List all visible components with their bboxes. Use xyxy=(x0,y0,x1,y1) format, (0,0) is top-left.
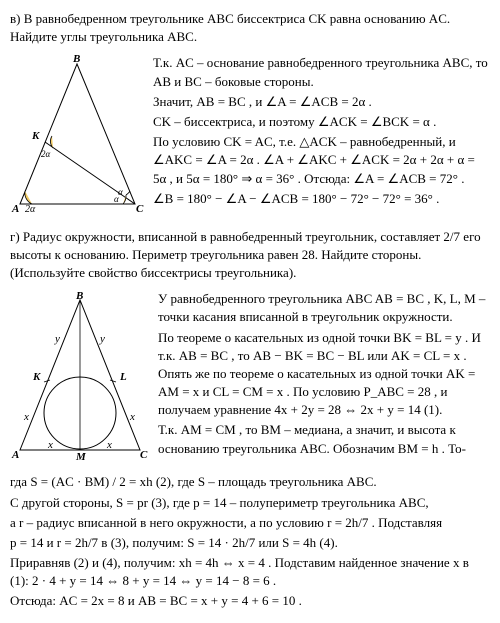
pv-line-2: CK – биссектриса, и поэтому ∠ACK = ∠BCK … xyxy=(153,113,490,131)
svg-text:K: K xyxy=(31,130,40,142)
pg-full-1: С другой стороны, S = pr (3), где p = 14… xyxy=(10,494,490,512)
svg-text:x: x xyxy=(106,439,112,451)
svg-text:y: y xyxy=(54,333,60,345)
svg-text:M: M xyxy=(75,451,87,460)
pg-full-4: Приравняв (2) и (4), получим: xh = 4h ⇔ … xyxy=(10,554,490,590)
svg-text:A: A xyxy=(11,203,19,214)
problem-g-solution: У равнобедренного треугольника ABC AB = … xyxy=(158,290,490,460)
svg-text:L: L xyxy=(119,371,127,383)
svg-text:A: A xyxy=(11,449,19,460)
figure-triangle-1: 2α α α 2α B A C K xyxy=(10,54,145,219)
pv-line-4: ∠B = 180° − ∠A − ∠ACB = 180° − 72° − 72°… xyxy=(153,190,490,208)
problem-g-continuation: гда S = (AC · BM) / 2 = xh (2), где S – … xyxy=(10,473,490,610)
svg-text:K: K xyxy=(32,371,41,383)
pg-line-1: По теореме о касательных из одной точки … xyxy=(158,329,490,420)
problem-g-block: B A C M K L y y x x x x У равнобедренног… xyxy=(10,290,490,465)
pv-line-1: Значит, AB = BC , и ∠A = ∠ACB = 2α . xyxy=(153,93,490,111)
svg-text:B: B xyxy=(75,290,83,302)
problem-v-intro-text: в) В равнобедренном треугольнике ABC бис… xyxy=(10,11,450,44)
problem-v-block: 2α α α 2α B A C K Т.к. AC – основание ра… xyxy=(10,54,490,219)
problem-v-intro: в) В равнобедренном треугольнике ABC бис… xyxy=(10,10,490,46)
svg-text:x: x xyxy=(129,411,135,423)
problem-g-intro-text: г) Радиус окружности, вписанной в равноб… xyxy=(10,229,481,280)
svg-text:x: x xyxy=(23,411,29,423)
pg-full-3: p = 14 и r = 2h/7 в (3), получим: S = 14… xyxy=(10,534,490,552)
svg-text:y: y xyxy=(99,333,105,345)
svg-text:α: α xyxy=(118,187,123,197)
pv-line-3: По условию CK = AC, т.е. △ACK – равнобед… xyxy=(153,133,490,188)
pg-full-0: гда S = (AC · BM) / 2 = xh (2), где S – … xyxy=(10,473,490,491)
problem-g-intro: г) Радиус окружности, вписанной в равноб… xyxy=(10,228,490,283)
pg-line-0: У равнобедренного треугольника ABC AB = … xyxy=(158,290,490,326)
svg-text:2α: 2α xyxy=(41,149,51,159)
svg-text:x: x xyxy=(47,439,53,451)
svg-text:B: B xyxy=(72,54,80,65)
pv-line-0: Т.к. AC – основание равнобедренного треу… xyxy=(153,54,490,90)
svg-text:C: C xyxy=(140,449,148,460)
svg-text:2α: 2α xyxy=(25,204,36,214)
problem-v-solution: Т.к. AC – основание равнобедренного треу… xyxy=(153,54,490,210)
svg-text:C: C xyxy=(136,203,144,214)
pg-full-2: а r – радиус вписанной в него окружности… xyxy=(10,514,490,532)
figure-triangle-2: B A C M K L y y x x x x xyxy=(10,290,150,465)
pg-full-5: Отсюда: AC = 2x = 8 и AB = BC = x + y = … xyxy=(10,592,490,610)
pg-line-2: Т.к. AM = CM , то BM – медиана, а значит… xyxy=(158,421,490,457)
